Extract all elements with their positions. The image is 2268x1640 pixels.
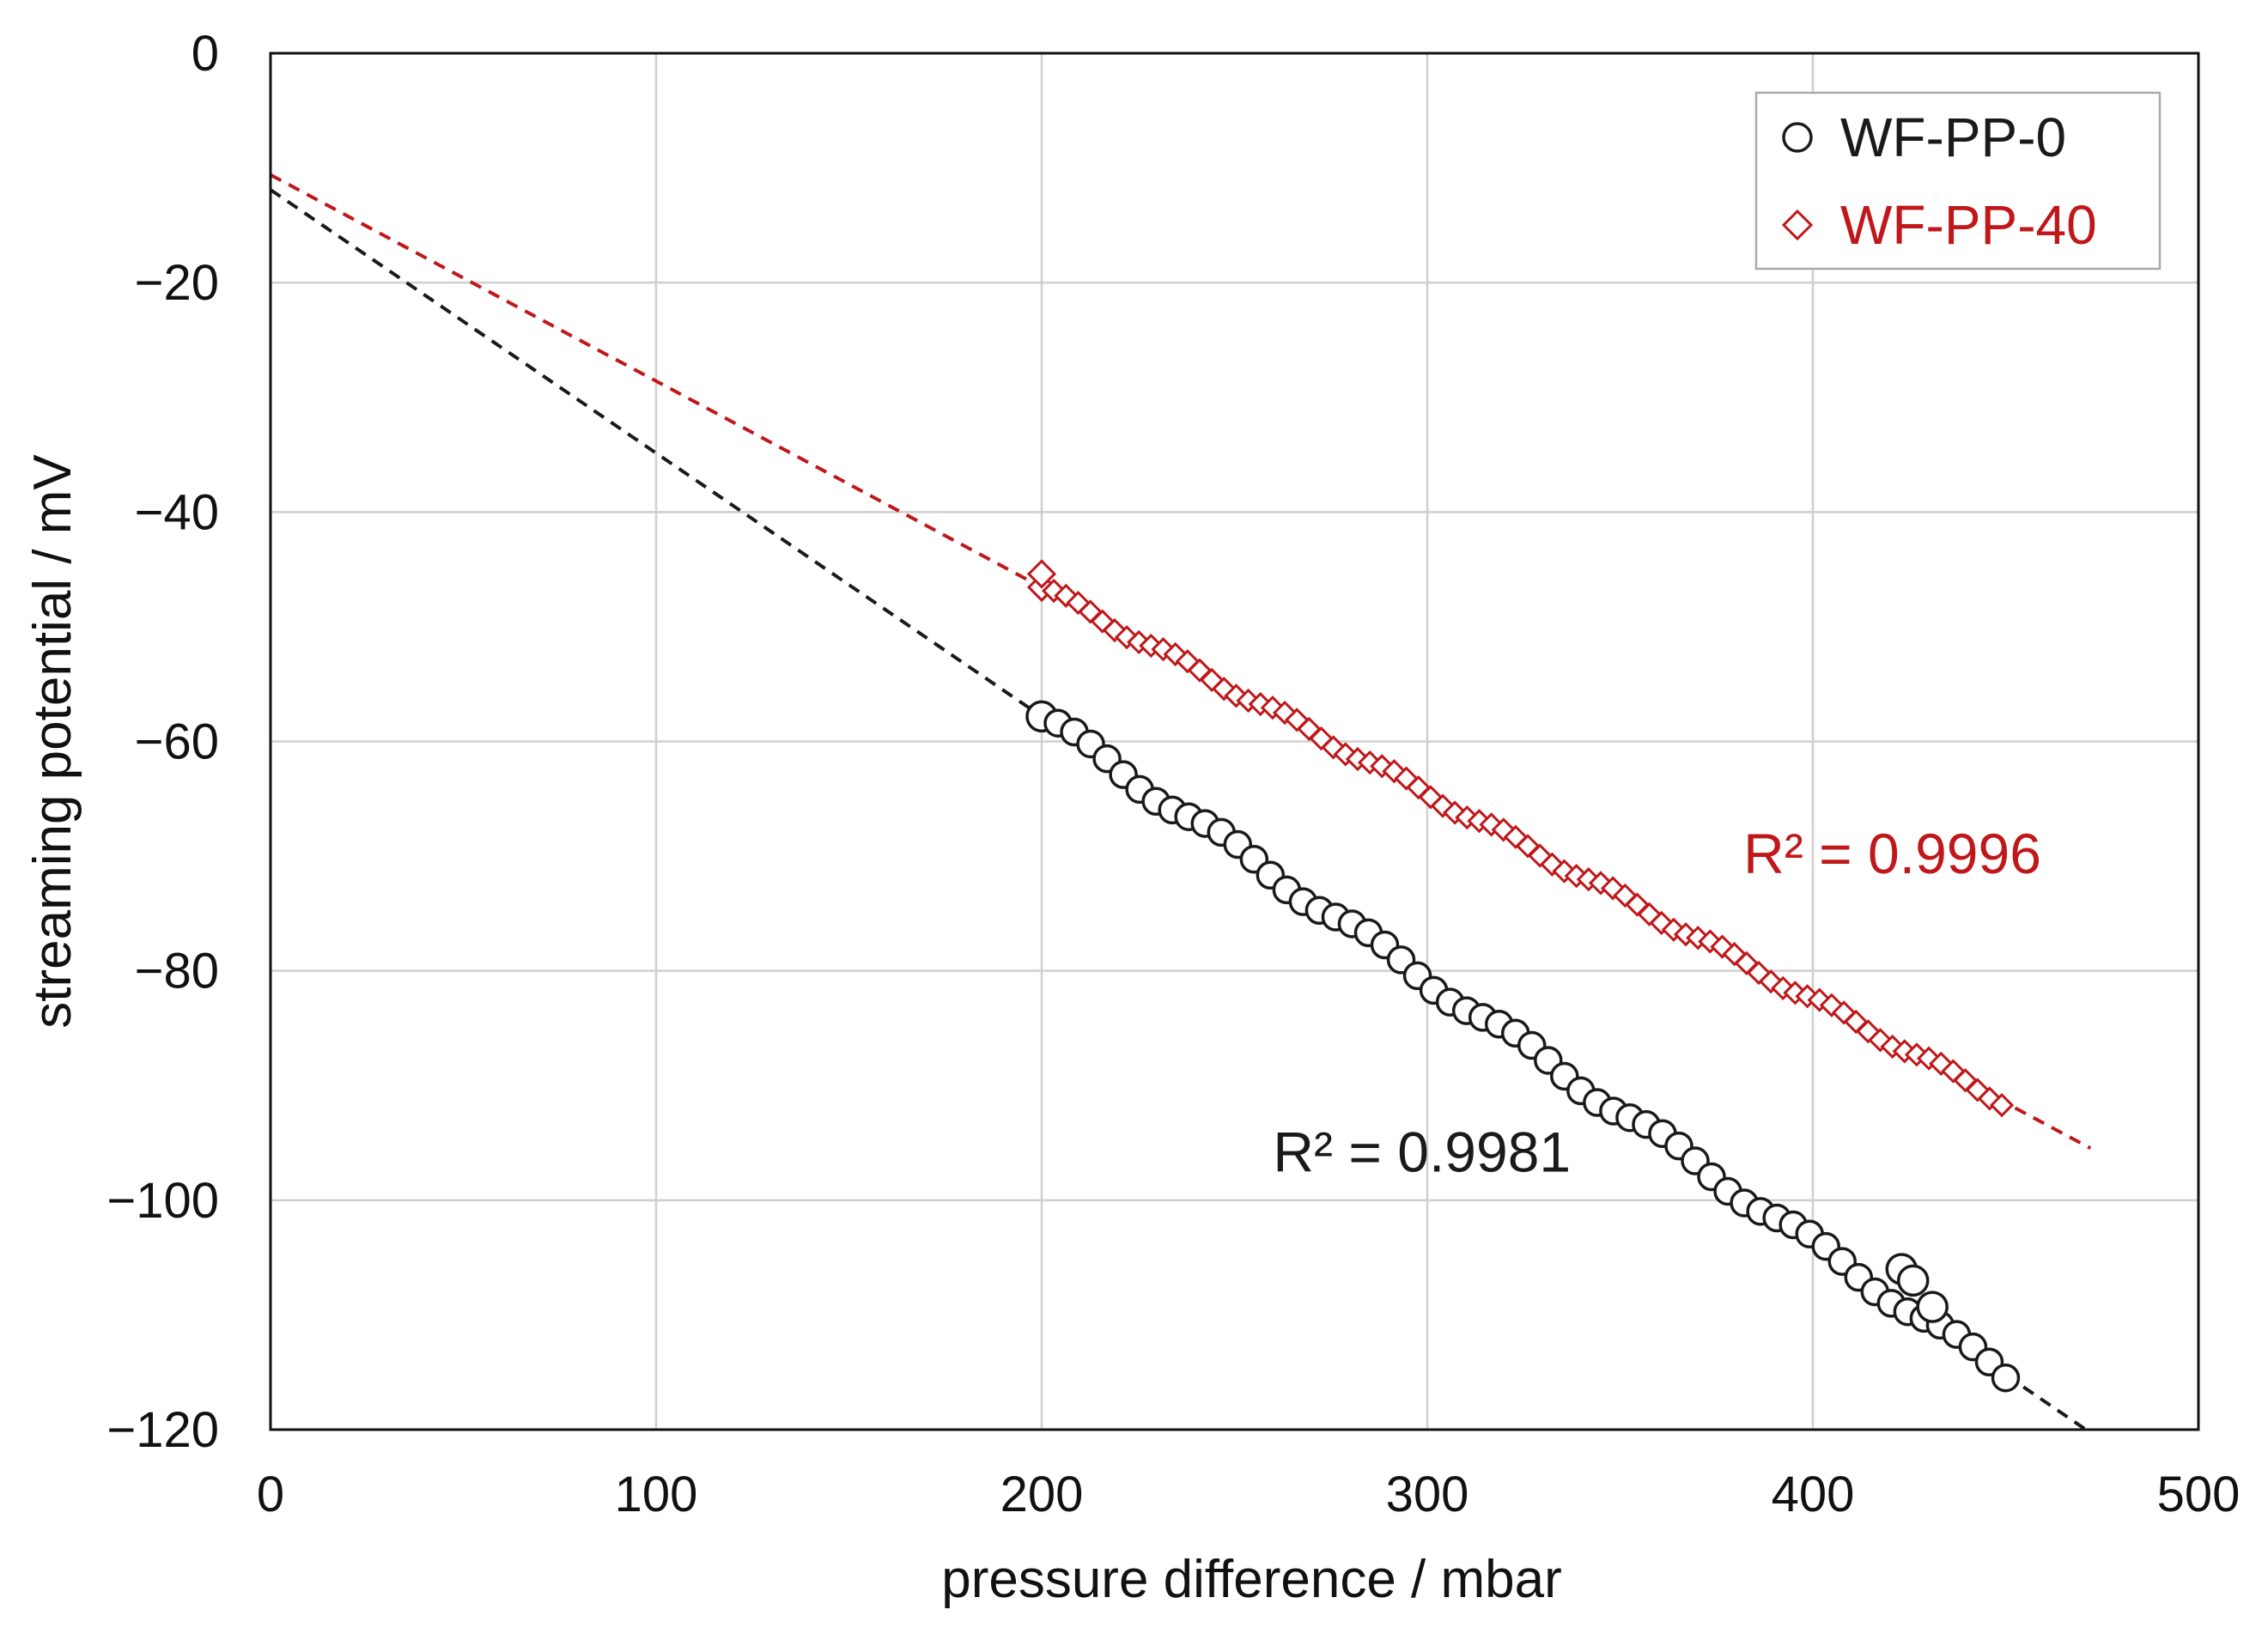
x-tick-label: 100 — [615, 1467, 698, 1522]
x-tick-label: 400 — [1772, 1467, 1855, 1522]
y-tick-labels: 0 −20 −40 −60 −80 −100 −120 — [106, 26, 219, 1458]
x-tick-label: 200 — [1000, 1467, 1084, 1522]
y-tick-label: −60 — [135, 714, 219, 770]
y-tick-label: −40 — [135, 484, 219, 540]
x-axis-title: pressure difference / mbar — [941, 1550, 1562, 1609]
y-axis-title: streaming potential / mV — [23, 454, 82, 1029]
legend-box — [1754, 91, 2162, 270]
r2-labels: R² = 0.9981 R² = 0.9996 — [1273, 822, 2041, 1183]
data-point-wf-pp-0 — [1991, 1363, 2021, 1393]
x-tick-label: 300 — [1386, 1467, 1469, 1522]
data-point-wf-pp-0 — [1916, 1291, 1949, 1323]
x-tick-label: 0 — [257, 1467, 284, 1522]
legend: WF-PP-0 WF-PP-40 — [1754, 91, 2162, 270]
data-point-wf-pp-0 — [1896, 1264, 1930, 1297]
data-point-wf-pp-40 — [1026, 559, 1057, 589]
r2-label-wf-pp-40: R² = 0.9996 — [1743, 822, 2041, 885]
plot-frame — [269, 52, 2200, 1431]
x-tick-label: 500 — [2157, 1467, 2241, 1522]
legend-marker-circle — [1782, 122, 1813, 153]
data-points — [1025, 559, 2021, 1393]
legend-marker-diamond — [1781, 209, 1814, 241]
y-tick-label: −20 — [135, 255, 219, 311]
y-tick-label: 0 — [192, 26, 219, 82]
y-tick-label: −100 — [106, 1173, 219, 1229]
r2-label-wf-pp-0: R² = 0.9981 — [1273, 1120, 1571, 1183]
data-point-wf-pp-40 — [1989, 1092, 2015, 1118]
legend-label: WF-PP-40 — [1840, 194, 2097, 256]
y-tick-label: −120 — [106, 1402, 219, 1458]
legend-label: WF-PP-0 — [1840, 106, 2066, 168]
y-tick-label: −80 — [135, 944, 219, 999]
x-tick-labels: 0 100 200 300 400 500 — [257, 1467, 2241, 1522]
